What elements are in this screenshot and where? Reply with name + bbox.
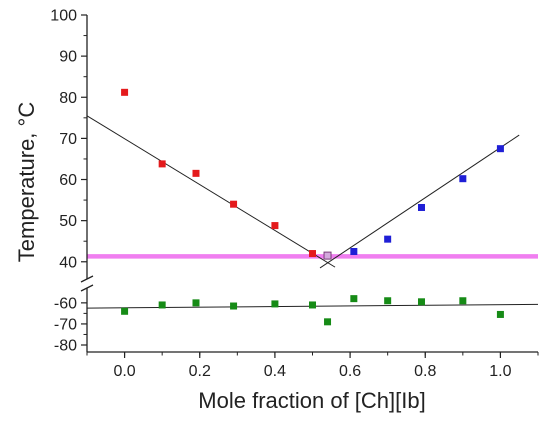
y-tick-label: 70 [59, 131, 77, 148]
data-point [121, 88, 129, 96]
data-point [384, 297, 392, 305]
data-point [158, 301, 166, 309]
x-tick-label: 0.0 [113, 363, 135, 380]
plot-area [86, 88, 539, 326]
data-point [324, 318, 332, 326]
data-point [350, 247, 358, 255]
data-point [271, 300, 279, 308]
axes: 0.0 0.2 0.4 0.6 0.8 1.0 40 50 60 70 80 90 100 -60 -70 -… [50, 8, 539, 380]
y-tick-label: 100 [50, 8, 77, 25]
data-point [496, 145, 504, 153]
data-point [192, 299, 200, 307]
data-point [350, 295, 358, 303]
data-point [459, 175, 467, 183]
data-point [459, 297, 467, 305]
x-axis-title: Mole fraction of [Ch][Ib] [198, 388, 425, 413]
fit-line [319, 134, 520, 269]
data-point [309, 250, 316, 258]
y-tick-label: 80 [59, 90, 77, 107]
y-axis-break-mark [80, 284, 94, 292]
x-tick-label: 0.6 [339, 363, 361, 380]
data-point [384, 235, 392, 243]
data-point [121, 307, 129, 315]
data-point [496, 310, 504, 318]
y-tick-label: -80 [54, 338, 77, 355]
fit-line [86, 115, 336, 268]
y-axis-title: Temperature, °C [14, 102, 39, 263]
y-axis-break-mark [80, 275, 94, 283]
y-tick-label: -70 [54, 316, 77, 333]
data-point [417, 203, 425, 211]
y-tick-label: 90 [59, 49, 77, 66]
y-tick-label: -60 [54, 295, 77, 312]
data-point [230, 302, 238, 310]
data-point [323, 251, 332, 260]
data-point [192, 169, 200, 177]
x-tick-label: 0.2 [189, 363, 211, 380]
y-tick-label: 60 [59, 172, 77, 189]
x-tick-label: 0.4 [264, 363, 286, 380]
y-tick-label: 40 [59, 254, 77, 271]
x-tick-label: 1.0 [489, 363, 511, 380]
data-point [309, 301, 316, 309]
data-point [158, 160, 166, 168]
data-point [230, 200, 238, 208]
x-tick-label: 0.8 [414, 363, 436, 380]
data-point [417, 298, 425, 306]
y-tick-label: 50 [59, 213, 77, 230]
data-point [271, 222, 279, 230]
